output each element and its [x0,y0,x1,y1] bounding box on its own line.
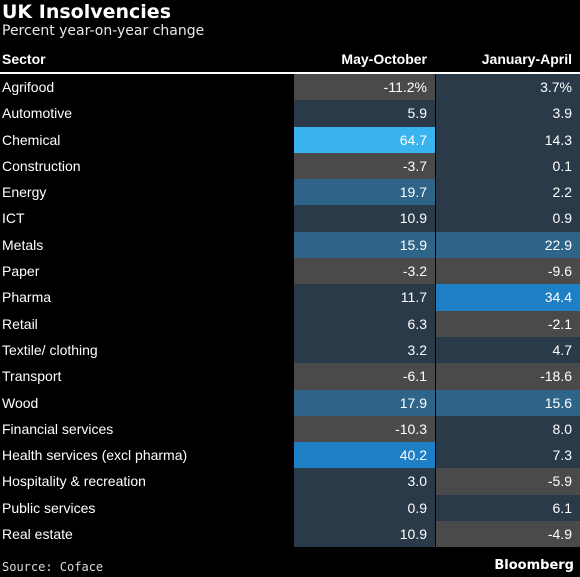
table-header: Sector May-October January-April [0,46,580,72]
sector-label: Paper [2,263,40,280]
table-row: Agrifood -11.2% 3.7% [0,74,580,101]
header-may-october: May-October [341,51,427,67]
january-april-cell: 14.3 [436,126,580,153]
may-october-cell: 64.7 [294,126,435,153]
table-row: Automotive 5.9 3.9 [0,100,580,127]
january-april-cell: 3.9 [436,100,580,127]
table-row: Pharma 11.7 34.4 [0,284,580,311]
may-october-cell: 3.0 [294,468,435,495]
january-april-cell: 4.7 [436,336,580,364]
table-row: Paper -3.2 -9.6 [0,258,580,285]
may-october-cell: 0.9 [294,494,435,522]
sector-label: Energy [2,184,47,201]
sector-label: Construction [2,157,81,174]
source-note: Source: Coface [2,560,104,574]
sector-label: Metals [2,236,44,253]
table-row: Transport -6.1 -18.6 [0,363,580,390]
may-october-cell: 15.9 [294,231,435,259]
chart-subtitle: Percent year-on-year change [2,23,205,39]
sector-label: ICT [2,210,25,227]
may-october-cell: -6.1 [294,363,435,390]
january-april-cell: -4.9 [436,521,580,548]
january-april-cell: 3.7% [436,74,580,101]
may-october-cell: -3.7 [294,152,435,180]
january-april-cell: 7.3 [436,442,580,469]
may-october-cell: -10.3 [294,415,435,443]
table-row: Textile/ clothing 3.2 4.7 [0,336,580,364]
table-row: Public services 0.9 6.1 [0,494,580,522]
may-october-cell: 10.9 [294,205,435,232]
table-body: Agrifood -11.2% 3.7% Automotive 5.9 3.9 Chemic… [0,74,580,548]
sector-label: Agrifood [2,79,55,95]
sector-label: Chemical [2,131,61,148]
january-april-cell: 6.1 [436,494,580,522]
january-april-cell: -18.6 [436,363,580,390]
january-april-cell: 15.6 [436,389,580,416]
sector-label: Financial services [2,420,114,437]
bloomberg-logo: Bloomberg [494,558,574,573]
sector-label: Pharma [2,289,52,306]
january-april-cell: 2.2 [436,179,580,206]
may-october-cell: 10.9 [294,521,435,548]
sector-label: Real estate [2,526,73,543]
january-april-cell: 22.9 [436,231,580,259]
may-october-cell: 6.3 [294,310,435,337]
sector-label: Wood [2,394,39,411]
header-sector: Sector [2,51,46,67]
table-row: Wood 17.9 15.6 [0,389,580,416]
table-row: ICT 10.9 0.9 [0,205,580,232]
chart-title: UK Insolvencies [2,1,172,23]
table-row: Hospitality & recreation 3.0 -5.9 [0,468,580,495]
january-april-cell: 34.4 [436,284,580,311]
may-october-cell: 40.2 [294,442,435,469]
table-row: Construction -3.7 0.1 [0,152,580,180]
table-row: Health services (excl pharma) 40.2 7.3 [0,442,580,469]
may-october-cell: 5.9 [294,100,435,127]
table-row: Financial services -10.3 8.0 [0,415,580,443]
january-april-cell: -2.1 [436,310,580,337]
january-april-cell: 8.0 [436,415,580,443]
sector-label: Textile/ clothing [2,341,98,358]
header-rule [0,72,580,74]
header-january-april: January-April [481,51,572,67]
table-row: Energy 19.7 2.2 [0,179,580,206]
may-october-cell: 3.2 [294,336,435,364]
sector-label: Hospitality & recreation [2,473,146,490]
sector-label: Transport [2,368,62,385]
sector-label: Health services (excl pharma) [2,447,188,464]
table-row: Real estate 10.9 -4.9 [0,521,580,548]
january-april-cell: 0.1 [436,152,580,180]
may-october-cell: 11.7 [294,284,435,311]
may-october-cell: -11.2% [294,74,435,101]
table-row: Retail 6.3 -2.1 [0,310,580,337]
may-october-cell: 17.9 [294,389,435,416]
sector-label: Retail [2,315,38,332]
january-april-cell: -9.6 [436,258,580,285]
january-april-cell: -5.9 [436,468,580,495]
january-april-cell: 0.9 [436,205,580,232]
table-row: Metals 15.9 22.9 [0,231,580,259]
may-october-cell: -3.2 [294,258,435,285]
sector-label: Public services [2,499,96,516]
table-row: Chemical 64.7 14.3 [0,126,580,153]
may-october-cell: 19.7 [294,179,435,206]
sector-label: Automotive [2,105,73,122]
